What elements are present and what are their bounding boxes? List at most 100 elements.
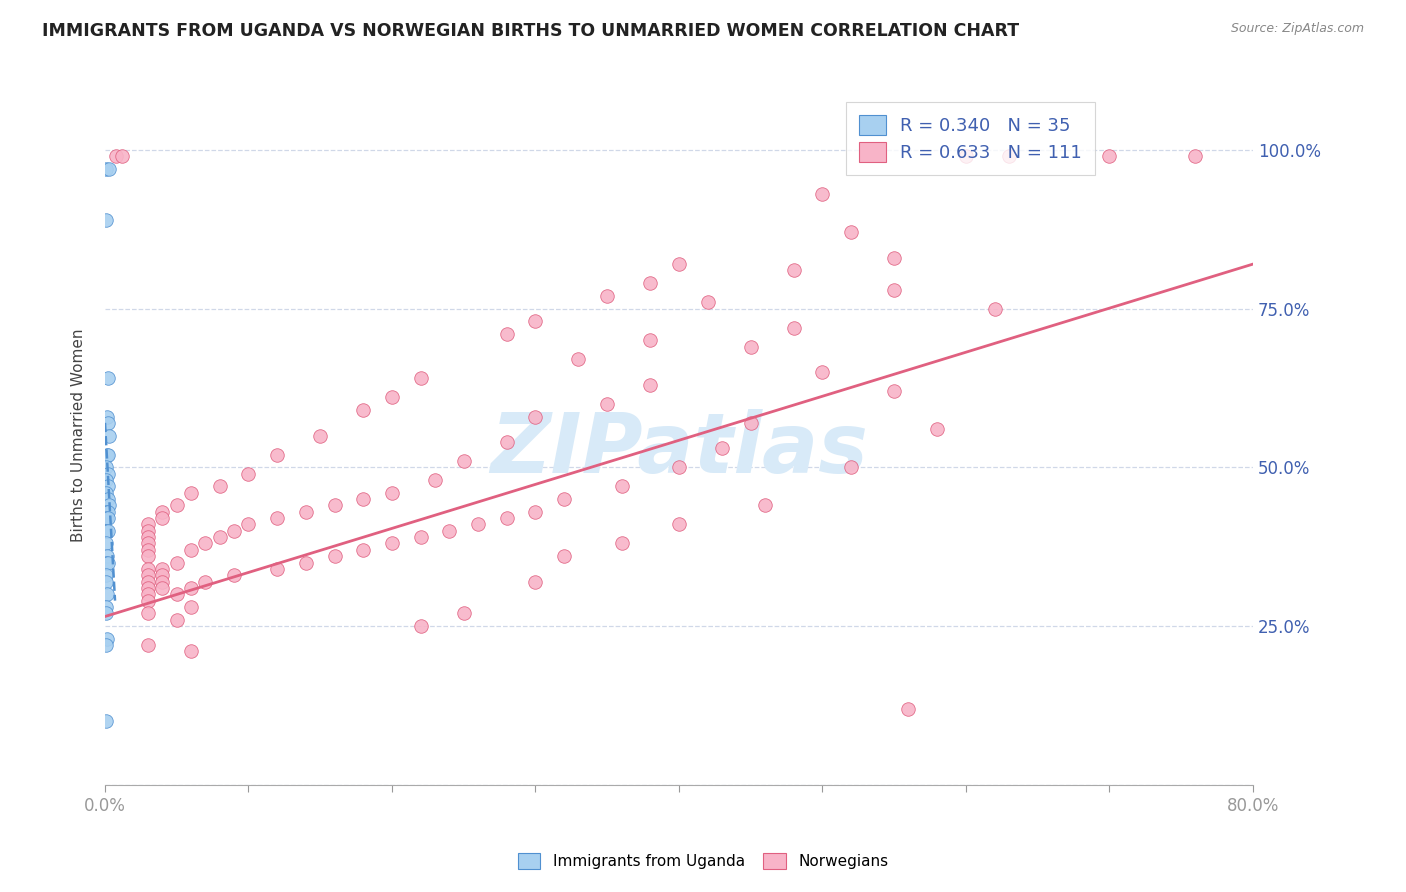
Point (423, 473, 446, 487)
Point (96, 568, 118, 582)
Point (97, 491, 120, 506)
Legend: R = 0.340   N = 35, R = 0.633   N = 111: R = 0.340 N = 35, R = 0.633 N = 111 (846, 103, 1095, 175)
Point (136, 593, 159, 607)
Point (710, 442, 733, 456)
Point (524, 574, 547, 589)
Point (439, 524, 461, 538)
Point (96, 409, 118, 424)
Point (409, 371, 432, 385)
Point (295, 556, 318, 570)
Point (783, 263, 806, 277)
Point (927, 422, 949, 436)
Point (150, 574, 173, 589)
Legend: Immigrants from Uganda, Norwegians: Immigrants from Uganda, Norwegians (512, 847, 894, 875)
Point (194, 536, 217, 550)
Point (224, 568, 246, 582)
Point (96, 714, 118, 729)
Point (638, 334, 661, 348)
Point (97, 511, 120, 525)
Point (596, 397, 619, 411)
Point (266, 448, 288, 462)
Point (105, 149, 128, 163)
Point (668, 460, 690, 475)
Point (98, 499, 121, 513)
Point (180, 542, 202, 557)
Point (839, 460, 862, 475)
Point (740, 416, 762, 430)
Point (96, 511, 118, 525)
Point (553, 491, 575, 506)
Point (150, 568, 173, 582)
Point (180, 581, 202, 595)
Point (596, 289, 619, 303)
Point (998, 149, 1021, 163)
Point (97, 371, 120, 385)
Point (97, 524, 120, 538)
Point (467, 517, 489, 532)
Point (323, 549, 346, 564)
Point (381, 485, 404, 500)
Point (136, 581, 159, 595)
Point (136, 607, 159, 621)
Point (111, 149, 134, 163)
Point (94, 212, 117, 227)
Point (668, 257, 690, 271)
Point (381, 536, 404, 550)
Point (136, 568, 159, 582)
Point (97, 416, 120, 430)
Point (453, 607, 475, 621)
Point (495, 326, 517, 341)
Point (897, 701, 920, 715)
Point (180, 599, 202, 614)
Point (94, 505, 117, 519)
Point (97, 505, 120, 519)
Point (136, 574, 159, 589)
Point (166, 613, 188, 627)
Point (323, 499, 346, 513)
Point (96, 460, 118, 475)
Point (495, 434, 517, 449)
Point (136, 542, 159, 557)
Point (96, 587, 118, 601)
Point (553, 549, 575, 564)
Point (524, 409, 547, 424)
Point (495, 511, 517, 525)
Point (136, 524, 159, 538)
Point (696, 295, 718, 310)
Point (180, 485, 202, 500)
Point (136, 517, 159, 532)
Point (352, 403, 374, 417)
Point (453, 454, 475, 468)
Point (955, 149, 977, 163)
Point (352, 491, 374, 506)
Point (238, 467, 260, 481)
Point (208, 479, 231, 493)
Point (96, 549, 118, 564)
Point (96, 599, 118, 614)
Point (754, 499, 776, 513)
Y-axis label: Births to Unmarried Women: Births to Unmarried Women (72, 329, 86, 542)
Point (983, 301, 1005, 316)
Point (839, 226, 862, 240)
Point (208, 530, 231, 544)
Point (136, 530, 159, 544)
Point (96, 632, 118, 646)
Point (136, 549, 159, 564)
Point (166, 556, 188, 570)
Point (1098, 149, 1121, 163)
Point (97, 448, 120, 462)
Point (94, 161, 117, 176)
Point (150, 562, 173, 576)
Point (136, 536, 159, 550)
Point (94, 556, 117, 570)
Point (150, 581, 173, 595)
Point (352, 542, 374, 557)
Point (136, 587, 159, 601)
Point (638, 377, 661, 392)
Point (97, 556, 120, 570)
Point (409, 530, 432, 544)
Point (524, 314, 547, 328)
Point (783, 320, 806, 334)
Point (883, 251, 905, 265)
Point (381, 391, 404, 405)
